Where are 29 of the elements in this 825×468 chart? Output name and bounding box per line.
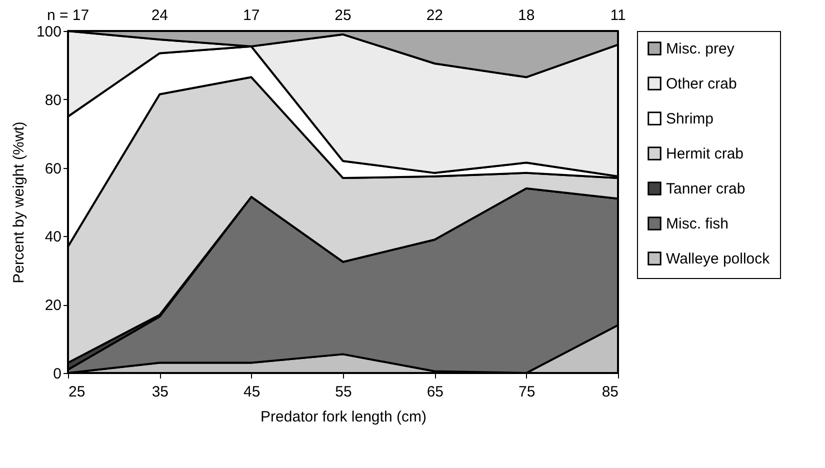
legend-label: Misc. prey [666,40,735,58]
text: 22 [426,7,444,24]
x-tick-label: 45 [243,384,260,400]
legend-label: Tanner crab [666,180,746,198]
text: n = 17 [46,7,90,24]
y-tick-label: 40 [44,228,62,246]
legend-label: Other crab [666,76,737,92]
y-tick-label: 80 [44,92,62,109]
x-tick-label: 85 [602,384,618,400]
x-tick-label: 55 [335,384,352,400]
y-tick-label: 100 [36,24,62,40]
legend-label: Walleye pollock [666,250,770,268]
text: 11 [610,7,626,24]
legend-label: Shrimp [666,110,714,128]
text: 18 [518,7,535,24]
text: 25 [334,7,352,24]
text: 17 [242,7,260,24]
legend-label: Hermit crab [666,146,744,162]
y-axis-title: Percent by weight (%wt) [10,122,28,284]
x-tick-label: 75 [518,384,536,400]
x-tick-label: 25 [68,384,86,400]
text: 24 [151,7,168,24]
y-tick-label: 20 [44,297,62,314]
x-tick-label: 35 [152,384,169,400]
legend-label: Misc. fish [666,216,729,232]
x-axis-title: Predator fork length (cm) [260,408,426,426]
x-tick-label: 65 [426,384,444,400]
y-tick-label: 0 [53,366,62,382]
y-tick-label: 60 [44,160,62,178]
